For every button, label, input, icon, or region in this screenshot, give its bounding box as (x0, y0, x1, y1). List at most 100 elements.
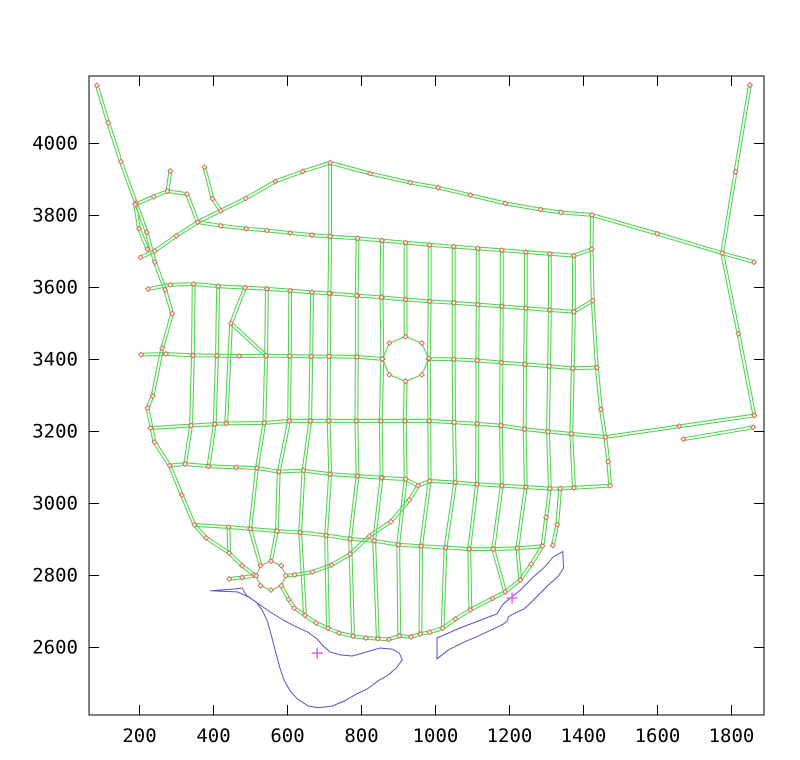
network-node-marker (588, 211, 596, 219)
network-node-marker (543, 514, 550, 521)
network-node-marker (326, 290, 333, 297)
network-node-marker (164, 188, 171, 195)
road-links-layer (94, 84, 757, 642)
network-node-marker (233, 464, 240, 471)
network-node-marker (203, 534, 210, 541)
network-node-marker (750, 259, 758, 266)
y-tick-label: 3600 (32, 277, 78, 299)
network-node-marker (308, 232, 316, 239)
network-node-marker (502, 200, 509, 207)
network-node-marker (308, 353, 315, 360)
network-node-marker (544, 428, 552, 435)
network-node-marker (253, 572, 260, 579)
network-node-marker (150, 193, 157, 200)
network-node-marker (132, 201, 139, 208)
network-node-marker (327, 159, 334, 166)
network-node-marker (225, 523, 232, 531)
network-node-marker (386, 340, 393, 347)
x-tick-label: 800 (344, 725, 378, 747)
network-node-marker (378, 237, 386, 244)
network-node-marker (514, 545, 521, 552)
network-node-marker (374, 635, 381, 642)
x-tick-label: 1600 (635, 725, 681, 747)
network-node-marker (217, 207, 224, 214)
network-node-marker (676, 423, 683, 430)
network-node-marker (554, 521, 561, 528)
zone-centroids-layer (311, 592, 518, 659)
network-node-marker (439, 625, 446, 632)
network-node-marker (209, 195, 216, 202)
network-node-marker (353, 417, 360, 424)
x-tick-label: 1800 (709, 725, 755, 747)
network-node-marker (498, 303, 505, 310)
network-node-marker (474, 245, 481, 252)
network-node-marker (182, 460, 189, 468)
network-node-marker (257, 562, 264, 569)
network-node-marker (263, 285, 271, 292)
x-tick-label: 1200 (487, 725, 533, 747)
network-node-marker (243, 225, 250, 232)
network-node-marker (147, 424, 154, 432)
network-node-marker (402, 239, 409, 246)
network-node-marker (570, 308, 577, 315)
network-node-marker (226, 575, 233, 583)
x-tick-label: 600 (270, 725, 304, 747)
network-node-marker (167, 281, 174, 288)
network-node-marker (442, 544, 449, 551)
network-node-marker (680, 436, 687, 443)
network-node-marker (426, 477, 433, 485)
zone-boundary (436, 550, 565, 660)
network-node-marker (746, 81, 754, 89)
network-node-marker (597, 406, 604, 413)
zone-centroid-marker (311, 647, 323, 659)
y-tick-label: 3800 (32, 205, 78, 227)
network-node-marker (418, 371, 425, 378)
network-node-marker (402, 333, 409, 340)
network-node-marker (366, 532, 373, 540)
network-node-marker (213, 352, 221, 359)
network-node-marker (282, 572, 289, 579)
network-node-marker (450, 356, 457, 363)
network-node-marker (299, 168, 306, 175)
zone-centroid-marker (506, 592, 518, 604)
network-node-marker (353, 292, 360, 299)
network-node-marker (257, 582, 264, 589)
network-node-marker (719, 250, 726, 257)
network-node-marker (189, 352, 197, 359)
network-node-marker (474, 420, 481, 427)
network-node-marker (354, 472, 361, 480)
network-node-marker (569, 365, 576, 372)
network-node-marker (214, 283, 222, 290)
network-node-marker (307, 417, 314, 424)
network-node-marker (474, 357, 481, 364)
network-node-marker (162, 286, 169, 293)
network-node-marker (149, 392, 156, 400)
zone-boundary (210, 587, 403, 709)
network-node-marker (521, 361, 529, 368)
network-node-marker (191, 521, 198, 529)
network-node-marker (522, 305, 529, 312)
network-node-marker (278, 582, 285, 589)
network-node-marker (467, 606, 474, 613)
network-node-marker (521, 426, 528, 433)
network-node-marker (395, 541, 402, 548)
network-node-marker (408, 633, 415, 640)
network-node-marker (327, 471, 334, 478)
network-node-marker (377, 417, 384, 424)
network-node-marker (349, 633, 357, 640)
network-node-marker (588, 246, 595, 253)
network-node-marker (452, 479, 459, 486)
network-node-marker (607, 482, 614, 489)
network-node-marker (546, 306, 553, 314)
network-node-marker (497, 422, 505, 429)
network-node-marker (517, 576, 524, 584)
network-node-marker (750, 424, 757, 431)
network-node-marker (325, 417, 332, 424)
network-node-marker (379, 355, 386, 363)
network-node-marker (401, 417, 408, 424)
network-node-marker (539, 543, 546, 550)
y-tick-label: 4000 (32, 133, 78, 155)
network-node-marker (528, 561, 535, 568)
